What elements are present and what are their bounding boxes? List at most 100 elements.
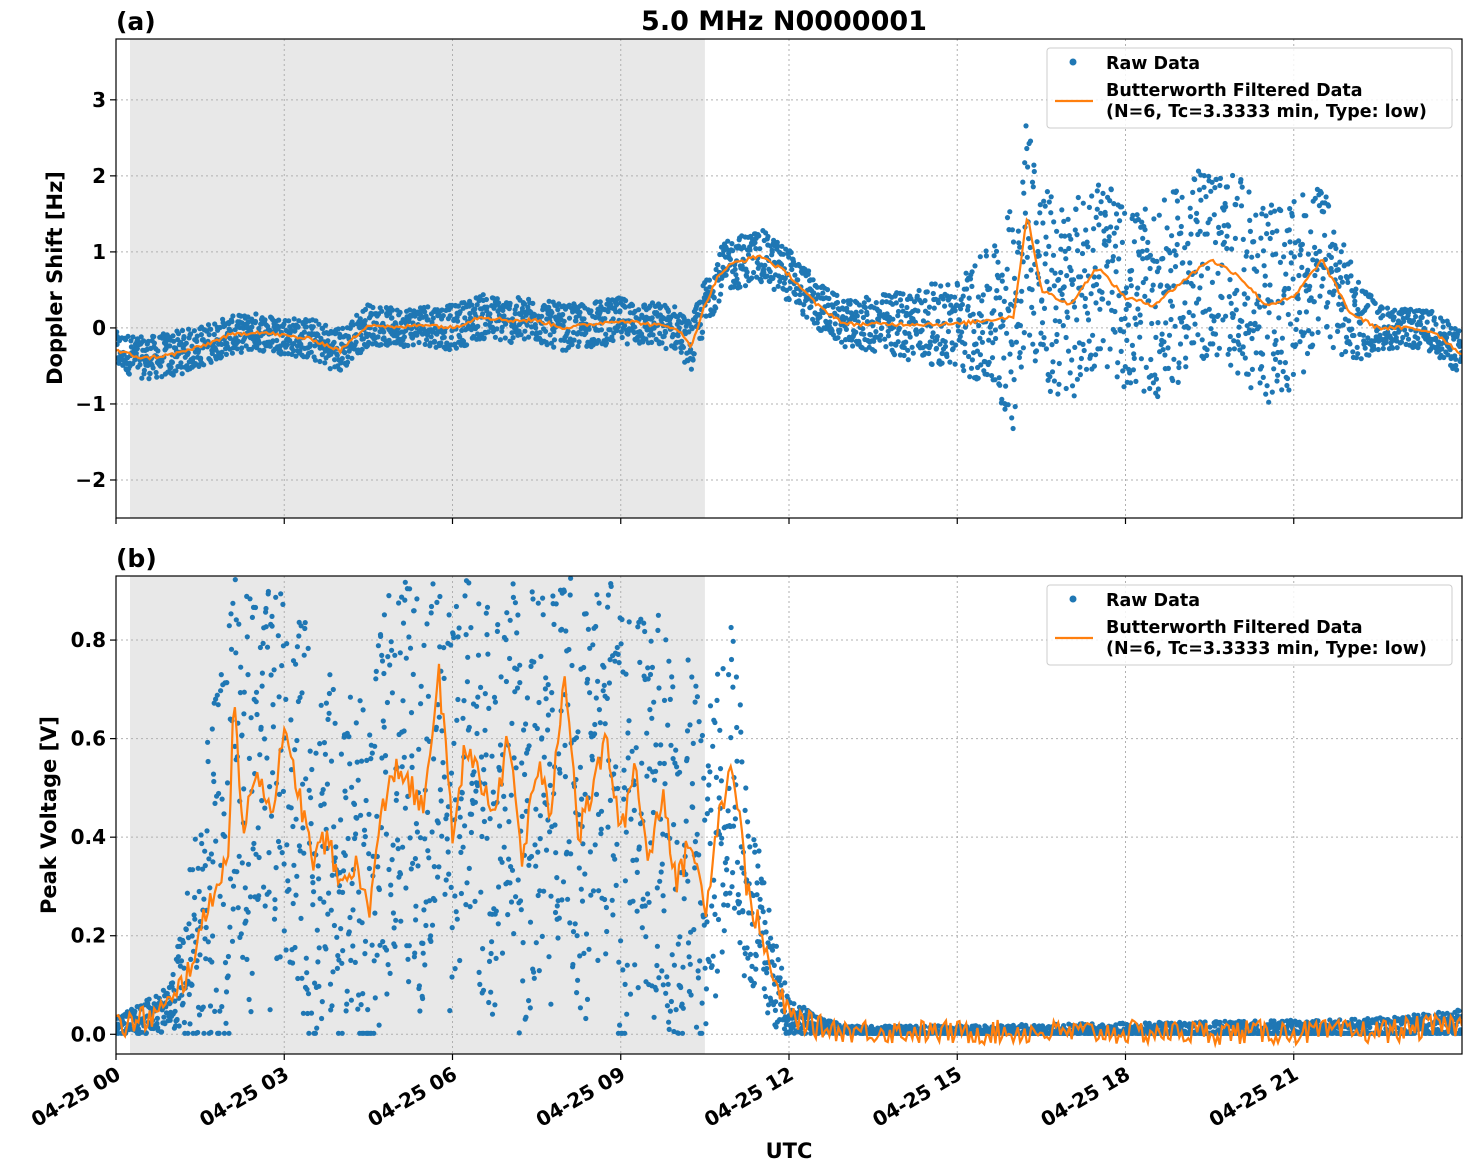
panel-a-raw-point xyxy=(624,341,630,347)
panel-a-raw-point xyxy=(990,340,996,346)
panel-a-raw-point xyxy=(1241,267,1247,273)
panel-a-raw-point xyxy=(1282,241,1288,248)
panel-b-raw-point xyxy=(717,766,724,772)
panel-a-raw-point xyxy=(446,346,453,353)
panel-a-raw-point xyxy=(1029,304,1035,310)
panel-b-raw-point xyxy=(714,697,720,704)
panel-b-raw-point xyxy=(565,896,571,902)
panel-b-raw-point xyxy=(535,892,541,899)
panel-a-raw-point xyxy=(678,349,684,355)
panel-a-raw-point xyxy=(276,317,282,323)
panel-b-raw-point xyxy=(296,633,302,639)
panel-a-raw-point xyxy=(1162,352,1168,358)
panel-a-raw-point xyxy=(480,311,486,317)
panel-a-raw-point xyxy=(310,324,316,330)
panel-a-raw-point xyxy=(1085,244,1091,250)
panel-b-raw-point xyxy=(509,720,515,727)
panel-b-raw-point xyxy=(387,662,393,668)
panel-b-raw-point xyxy=(244,634,250,640)
panel-b-raw-point xyxy=(327,981,334,987)
panel-b-raw-point xyxy=(181,965,187,971)
panel-a-raw-point xyxy=(1088,352,1094,358)
panel-a-raw-point xyxy=(1253,212,1259,218)
panel-b-raw-point xyxy=(398,918,404,924)
panel-b-raw-point xyxy=(447,1008,453,1014)
panel-b-raw-point xyxy=(462,593,468,599)
panel-a-raw-point xyxy=(939,360,945,366)
panel-b-raw-point xyxy=(728,624,734,631)
panel-b-raw-point xyxy=(127,1022,133,1028)
panel-a-raw-point xyxy=(679,338,685,344)
panel-b-raw-point xyxy=(666,658,672,664)
panel-b-raw-point xyxy=(605,592,612,598)
panel-a-raw-point xyxy=(642,302,648,308)
panel-b-raw-point xyxy=(590,888,597,894)
panel-b-raw-point xyxy=(413,903,419,909)
panel-b-raw-point xyxy=(407,835,413,841)
panel-b-raw-point xyxy=(301,850,307,856)
panel-b-raw-point xyxy=(247,596,253,602)
panel-b-raw-point xyxy=(333,844,339,850)
panel-b-raw-point xyxy=(602,896,608,903)
panel-a-raw-point xyxy=(895,308,902,315)
panel-a-raw-point xyxy=(893,300,899,306)
panel-a-raw-point xyxy=(1267,282,1273,288)
panel-a-raw-point xyxy=(1297,309,1303,316)
panel-b-raw-point xyxy=(505,912,511,918)
panel-a-raw-point xyxy=(438,340,444,346)
panel-a-raw-point xyxy=(1229,246,1235,252)
panel-b-raw-point xyxy=(204,828,210,834)
panel-a-raw-point xyxy=(1063,256,1069,262)
panel-b-raw-point xyxy=(444,836,450,842)
panel-b-raw-point xyxy=(428,933,434,939)
panel-b-raw-point xyxy=(679,1030,686,1036)
panel-a-raw-point xyxy=(1178,230,1184,236)
panel-a-raw-point xyxy=(804,314,810,320)
panel-b-raw-point xyxy=(397,650,403,656)
panel-a-raw-point xyxy=(1149,320,1155,327)
panel-a-raw-point xyxy=(1155,386,1161,392)
panel-a-raw-point xyxy=(1230,172,1236,179)
panel-b-raw-point xyxy=(773,999,779,1005)
panel-a-raw-point xyxy=(1325,300,1331,306)
panel-a-raw-point xyxy=(1212,331,1219,337)
panel-a-raw-point xyxy=(1050,252,1057,258)
panel-b-raw-point xyxy=(646,899,652,905)
panel-b-raw-point xyxy=(562,742,568,749)
panel-b-raw-point xyxy=(233,617,239,623)
panel-a-raw-point xyxy=(1033,348,1040,354)
panel-a-raw-point xyxy=(1192,176,1198,183)
panel-a-raw-point xyxy=(1380,345,1386,352)
panel-b-raw-point xyxy=(543,696,549,702)
panel-a-raw-point xyxy=(724,246,730,252)
panel-a-raw-point xyxy=(752,240,758,246)
panel-b-raw-point xyxy=(589,757,596,763)
panel-a-raw-point xyxy=(665,308,672,314)
panel-a-raw-point xyxy=(1224,233,1230,239)
panel-b-raw-point xyxy=(154,1020,160,1027)
panel-a-raw-point xyxy=(1250,328,1256,334)
panel-a-raw-point xyxy=(1394,345,1400,351)
panel-b-raw-point xyxy=(557,770,563,776)
panel-b-raw-point xyxy=(661,908,667,914)
panel-a-raw-point xyxy=(1047,388,1053,394)
panel-b-raw-point xyxy=(765,1010,771,1016)
panel-a-x-ticks xyxy=(115,518,1295,524)
panel-a-raw-point xyxy=(1031,310,1037,316)
panel-a-raw-point xyxy=(1134,291,1140,297)
panel-a-raw-point xyxy=(1077,372,1083,378)
panel-b-raw-point xyxy=(738,729,744,735)
panel-a-raw-point xyxy=(988,321,994,328)
panel-b-raw-point xyxy=(569,562,574,567)
panel-b-raw-point xyxy=(778,982,784,988)
panel-b-raw-point xyxy=(720,882,726,888)
panel-a-raw-point xyxy=(1355,351,1361,357)
panel-a-raw-point xyxy=(1001,355,1007,361)
panel-b-raw-point xyxy=(600,688,606,694)
panel-b-raw-point xyxy=(259,670,265,676)
panel-b-raw-point xyxy=(313,750,319,756)
panel-a-raw-point xyxy=(1164,225,1170,231)
panel-b-raw-point xyxy=(618,938,624,944)
panel-a-raw-point xyxy=(1039,320,1046,326)
panel-a-raw-point xyxy=(1100,190,1106,196)
